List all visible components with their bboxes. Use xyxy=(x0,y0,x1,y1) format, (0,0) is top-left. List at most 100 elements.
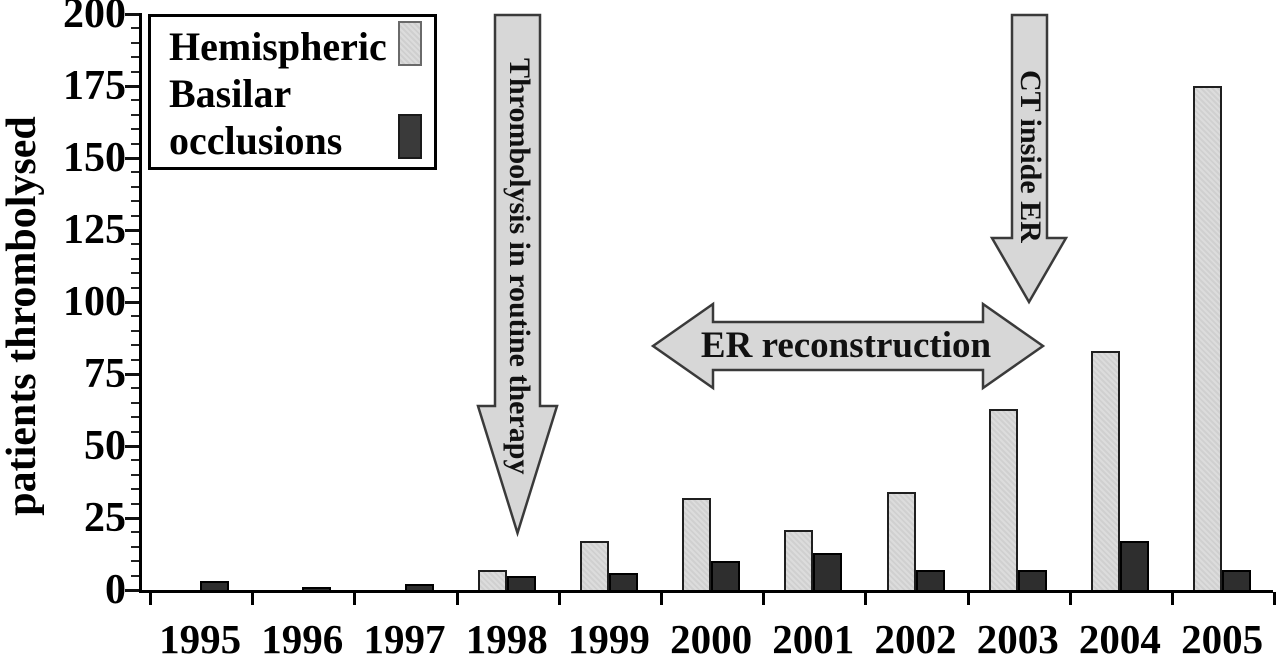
y-minor-tick xyxy=(131,488,139,491)
y-minor-tick xyxy=(131,459,139,462)
y-major-tick xyxy=(125,157,139,160)
x-tick-label: 2003 xyxy=(976,616,1059,662)
bar-basilar-2002 xyxy=(915,570,945,590)
legend-label-basilar-occlusions: Basilar occlusions xyxy=(169,71,343,163)
y-tick-label: 25 xyxy=(84,495,126,541)
down-arrow-thrombolysis xyxy=(476,13,559,538)
y-minor-tick xyxy=(131,531,139,534)
x-tick-label: 1996 xyxy=(261,616,344,662)
y-tick-label: 75 xyxy=(84,351,126,397)
bar-hemispheric-2003 xyxy=(988,409,1018,590)
x-tick xyxy=(353,592,357,605)
y-minor-tick xyxy=(131,430,139,433)
y-minor-tick xyxy=(131,200,139,203)
x-tick-label: 2002 xyxy=(874,616,957,662)
x-tick xyxy=(966,592,970,605)
y-minor-tick xyxy=(131,142,139,145)
y-minor-tick xyxy=(131,315,139,318)
x-tick-label: 1999 xyxy=(567,616,650,662)
bar-basilar-1999 xyxy=(608,573,638,590)
x-tick xyxy=(455,592,459,605)
bar-hemispheric-2005 xyxy=(1193,86,1223,590)
x-tick xyxy=(762,592,766,605)
bar-basilar-2005 xyxy=(1222,570,1252,590)
x-tick xyxy=(1273,592,1277,605)
x-tick xyxy=(1068,592,1072,605)
y-minor-tick xyxy=(131,401,139,404)
y-minor-tick xyxy=(131,214,139,217)
bar-hemispheric-2001 xyxy=(784,530,814,590)
y-tick-label: 200 xyxy=(63,0,126,37)
y-minor-tick xyxy=(131,286,139,289)
x-tick xyxy=(557,592,561,605)
bar-basilar-1997 xyxy=(404,584,434,590)
down-arrow-ct-inside-er xyxy=(989,13,1069,305)
bar-basilar-2000 xyxy=(711,561,741,590)
legend-swatch-basilar xyxy=(398,114,422,159)
x-tick-label: 2001 xyxy=(772,616,855,662)
legend-swatch-hemispheric xyxy=(398,21,422,66)
y-major-tick xyxy=(125,589,139,592)
bar-basilar-1996 xyxy=(302,587,332,590)
y-minor-tick xyxy=(131,502,139,505)
x-tick xyxy=(660,592,663,605)
bar-hemispheric-2004 xyxy=(1090,351,1120,590)
x-tick xyxy=(251,592,255,605)
y-minor-tick xyxy=(131,574,139,577)
y-minor-tick xyxy=(131,113,139,116)
y-minor-tick xyxy=(131,329,139,332)
bar-basilar-1995 xyxy=(200,581,230,590)
double-arrow-er-reconstruction xyxy=(650,301,1046,391)
y-minor-tick xyxy=(131,272,139,275)
bar-basilar-2004 xyxy=(1119,541,1149,590)
down-arrow-ct-inside-er-label: CT inside ER xyxy=(1014,69,1047,243)
y-tick-label: 125 xyxy=(63,207,126,253)
y-major-tick xyxy=(125,301,139,304)
y-major-tick xyxy=(125,373,139,376)
y-tick-label: 175 xyxy=(63,63,126,109)
y-minor-tick xyxy=(131,416,139,419)
y-major-tick xyxy=(125,445,139,448)
x-tick-label: 1997 xyxy=(363,616,446,662)
bar-hemispheric-2002 xyxy=(886,492,916,590)
bar-hemispheric-1998 xyxy=(477,570,507,590)
y-major-tick xyxy=(125,229,139,232)
y-minor-tick xyxy=(131,257,139,260)
y-minor-tick xyxy=(131,545,139,548)
x-tick-label: 1998 xyxy=(465,616,548,662)
x-axis-line xyxy=(139,590,1273,593)
y-minor-tick xyxy=(131,99,139,102)
y-minor-tick xyxy=(131,185,139,188)
y-minor-tick xyxy=(131,70,139,73)
y-minor-tick xyxy=(131,387,139,390)
y-minor-tick xyxy=(131,560,139,563)
bar-basilar-1998 xyxy=(506,576,536,590)
y-tick-label: 0 xyxy=(105,567,126,613)
y-tick-label: 100 xyxy=(63,279,126,325)
y-major-tick xyxy=(125,85,139,88)
x-tick xyxy=(149,592,152,605)
legend-box: Hemispheric Basilar occlusions xyxy=(148,14,437,170)
y-minor-tick xyxy=(131,41,139,44)
bar-hemispheric-2000 xyxy=(682,498,712,590)
y-minor-tick xyxy=(131,128,139,131)
bar-hemispheric-1999 xyxy=(579,541,609,590)
x-tick-label: 2005 xyxy=(1181,616,1264,662)
y-minor-tick xyxy=(131,56,139,59)
y-major-tick xyxy=(125,13,139,16)
x-tick-label: 2000 xyxy=(670,616,753,662)
double-arrow-er-reconstruction-label: ER reconstruction xyxy=(700,325,992,366)
legend-label-hemispheric: Hemispheric xyxy=(169,24,387,69)
y-axis-line xyxy=(139,13,142,593)
y-minor-tick xyxy=(131,358,139,361)
y-minor-tick xyxy=(131,473,139,476)
x-tick xyxy=(864,592,868,605)
down-arrow-thrombolysis-label: Thrombolysis in routine therapy xyxy=(503,57,536,475)
y-minor-tick xyxy=(131,344,139,347)
y-tick-label: 150 xyxy=(63,135,126,181)
bar-basilar-2001 xyxy=(813,553,843,590)
y-tick-label: 50 xyxy=(84,423,126,469)
y-minor-tick xyxy=(131,27,139,30)
x-tick-label: 1995 xyxy=(159,616,242,662)
